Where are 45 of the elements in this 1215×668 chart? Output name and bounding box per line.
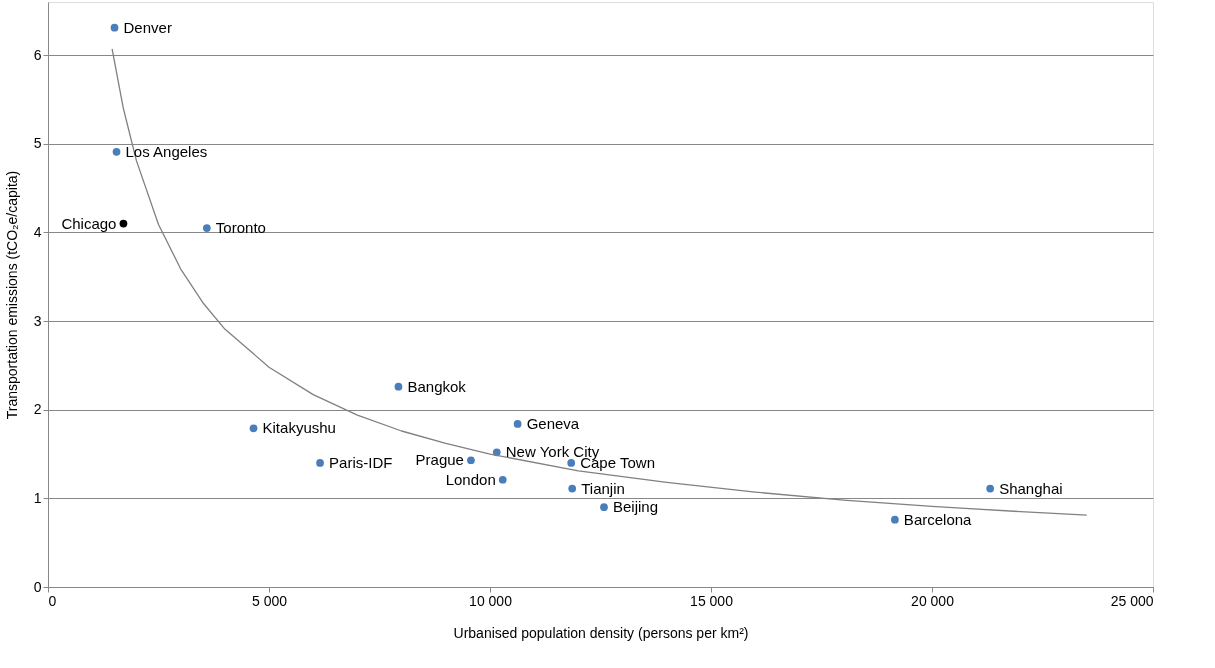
- annotation: Shanghai: [999, 479, 1063, 497]
- point: [394, 382, 403, 391]
- point: [119, 219, 128, 228]
- point: [513, 420, 522, 428]
- x-tick-label: 10 000: [469, 592, 513, 609]
- annotation: Denver: [123, 18, 172, 36]
- y-tick-label: 5: [33, 135, 42, 152]
- point: [467, 456, 475, 465]
- point: [110, 23, 119, 32]
- annotation: Barcelona: [903, 510, 973, 528]
- y-tick-label: 0: [33, 578, 42, 595]
- point: [891, 515, 899, 524]
- annotation: Tianjin: [581, 479, 625, 497]
- point: [600, 503, 608, 512]
- annotation: Paris-IDF: [329, 453, 393, 471]
- point: [986, 484, 995, 493]
- point: [316, 459, 324, 467]
- x-tick-label: 20 000: [911, 592, 955, 609]
- annotation: Los Angeles: [125, 142, 208, 160]
- y-tick-label: 1: [33, 489, 42, 506]
- annotation: New York City: [505, 443, 600, 461]
- point: [498, 475, 507, 484]
- annotation: Kitakyushu: [262, 419, 336, 437]
- annotation: Beijing: [612, 498, 659, 516]
- x-axis-title: Urbanised population density (persons per km²): [453, 624, 749, 641]
- y-tick-label: 6: [33, 46, 42, 63]
- y-tick-label: 2: [33, 401, 42, 418]
- annotation: Toronto: [215, 219, 266, 237]
- point: [112, 147, 121, 156]
- annotation: Bangkok: [407, 377, 467, 395]
- x-tick-label: 5 000: [251, 592, 288, 609]
- x-tick-label: 25 000: [1110, 592, 1154, 609]
- annotation: Geneva: [526, 414, 580, 432]
- y-tick-label: 4: [33, 223, 42, 240]
- x-tick-label: 15 000: [690, 592, 734, 609]
- annotation: Chicago: [61, 214, 117, 232]
- y-tick-label: 3: [33, 312, 42, 329]
- annotation: Prague: [415, 451, 464, 469]
- y-axis-title: Transportation emissions (tCO₂e/capita): [3, 170, 20, 420]
- point: [567, 459, 576, 467]
- point: [202, 224, 211, 232]
- x-tick-label: 0: [48, 592, 57, 609]
- point: [249, 424, 258, 433]
- point: [568, 484, 577, 493]
- annotation: London: [445, 470, 496, 488]
